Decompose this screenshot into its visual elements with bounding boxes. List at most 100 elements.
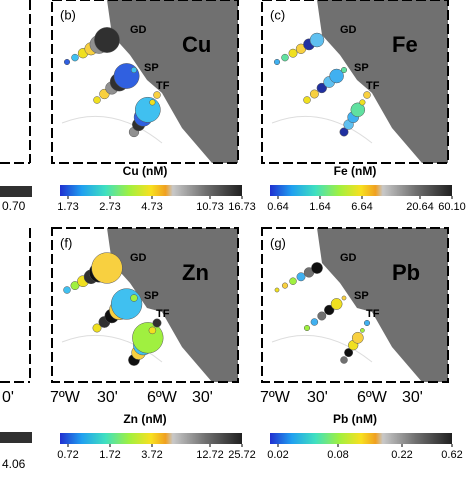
sample-dot bbox=[63, 58, 71, 66]
colorbar-tick-label: 60.10 bbox=[438, 201, 466, 213]
frame bbox=[51, 227, 239, 383]
site-label: TF bbox=[156, 308, 170, 320]
colorbar-tick-label: 25.72 bbox=[228, 449, 256, 461]
colorbar-tick-label: 0.64 bbox=[267, 201, 288, 213]
colorbar-tick-label: 2.73 bbox=[99, 201, 120, 213]
sample-dot bbox=[94, 27, 120, 53]
sample-dot bbox=[130, 294, 138, 302]
river bbox=[271, 115, 373, 144]
sample-dot bbox=[360, 328, 365, 333]
site-label: TF bbox=[366, 308, 380, 320]
sample-dot bbox=[288, 48, 298, 58]
land bbox=[317, 228, 448, 382]
colorbar-tick-label: 20.64 bbox=[406, 201, 434, 213]
sample-dot bbox=[71, 53, 79, 62]
sample-dot bbox=[281, 282, 289, 289]
colorbar-tick-label: 0.08 bbox=[327, 449, 348, 461]
colorbar-title: Fe (nM) bbox=[334, 164, 377, 178]
panel-label: (g) bbox=[270, 235, 286, 250]
sample-dot bbox=[148, 326, 157, 335]
sample-dot bbox=[110, 288, 143, 320]
element-label: Zn bbox=[182, 260, 209, 285]
colorbar-title: Zn (nM) bbox=[123, 412, 166, 426]
site-label: SP bbox=[144, 62, 159, 74]
colorbar-tick-label: 0.72 bbox=[57, 449, 78, 461]
sample-dot bbox=[309, 89, 319, 99]
frame bbox=[261, 227, 449, 383]
lon-label: 0' bbox=[2, 389, 14, 406]
sample-dot bbox=[93, 96, 101, 104]
sample-dot bbox=[289, 277, 297, 285]
panel-label: (f) bbox=[60, 235, 72, 250]
river bbox=[61, 115, 163, 144]
colorbar bbox=[270, 185, 452, 196]
sample-dot bbox=[340, 356, 348, 364]
colorbar-tick-label: 3.72 bbox=[141, 449, 162, 461]
sample-dot bbox=[130, 66, 138, 74]
site-label: GD bbox=[130, 252, 147, 264]
colorbar-tick-label: 16.73 bbox=[228, 201, 256, 213]
sample-dot bbox=[91, 252, 123, 284]
sample-dot bbox=[344, 348, 354, 358]
site-label: GD bbox=[340, 24, 357, 36]
land bbox=[107, 228, 238, 382]
sample-dot bbox=[359, 99, 366, 106]
sample-dot bbox=[63, 286, 71, 294]
site-label: GD bbox=[130, 24, 147, 36]
lon-label: 6ºW bbox=[147, 389, 178, 406]
sample-dot bbox=[303, 96, 311, 104]
river bbox=[61, 334, 163, 363]
lon-label: 7ºW bbox=[50, 389, 81, 406]
lon-label: 7ºW bbox=[260, 389, 291, 406]
sample-dot bbox=[324, 304, 335, 316]
colorbar-tick-label: 1.72 bbox=[99, 449, 120, 461]
colorbar-tick-label: 12.72 bbox=[196, 449, 224, 461]
river bbox=[271, 334, 373, 363]
sample-dot bbox=[92, 323, 102, 333]
frame bbox=[51, 0, 239, 164]
site-label: SP bbox=[144, 290, 159, 302]
sample-dot bbox=[341, 295, 347, 301]
lon-label: 30' bbox=[307, 389, 328, 406]
sample-dot bbox=[340, 66, 348, 74]
site-label: TF bbox=[156, 80, 170, 92]
site-label: TF bbox=[366, 80, 380, 92]
sample-dot bbox=[310, 318, 319, 326]
site-label: SP bbox=[354, 62, 369, 74]
sample-dot bbox=[153, 91, 161, 99]
tick-label: 0.70 bbox=[2, 199, 26, 213]
sample-dot bbox=[309, 32, 325, 48]
colorbar bbox=[60, 433, 242, 444]
colorbar-tick-label: 6.64 bbox=[351, 201, 372, 213]
sample-dot bbox=[330, 298, 343, 310]
sample-dot bbox=[152, 318, 162, 328]
panel-label: (b) bbox=[60, 7, 76, 22]
sample-dot bbox=[311, 262, 323, 274]
colorbar bbox=[60, 185, 242, 196]
sample-dot bbox=[113, 63, 140, 89]
colorbar bbox=[270, 433, 452, 444]
land bbox=[317, 0, 448, 163]
left-panel-top bbox=[0, 0, 30, 163]
colorbar-cut bbox=[0, 432, 32, 443]
colorbar-tick-label: 1.64 bbox=[309, 201, 330, 213]
lon-label: 30' bbox=[402, 389, 423, 406]
colorbar-tick-label: 10.73 bbox=[196, 201, 224, 213]
colorbar-tick-label: 0.62 bbox=[441, 449, 462, 461]
sample-dot bbox=[363, 91, 371, 99]
sample-dot bbox=[281, 53, 289, 62]
colorbar-cut bbox=[0, 186, 32, 197]
sample-dot bbox=[351, 331, 364, 344]
colorbar-title: Pb (nM) bbox=[333, 412, 377, 426]
lon-label: 30' bbox=[97, 389, 118, 406]
element-label: Pb bbox=[392, 260, 420, 285]
sample-dot bbox=[329, 68, 344, 84]
sample-dot bbox=[363, 319, 371, 327]
colorbar-title: Cu (nM) bbox=[123, 164, 168, 178]
panel-label: (c) bbox=[270, 7, 285, 22]
site-label: GD bbox=[340, 252, 357, 264]
tick-label: 4.06 bbox=[2, 457, 26, 471]
sample-dot bbox=[296, 272, 306, 282]
